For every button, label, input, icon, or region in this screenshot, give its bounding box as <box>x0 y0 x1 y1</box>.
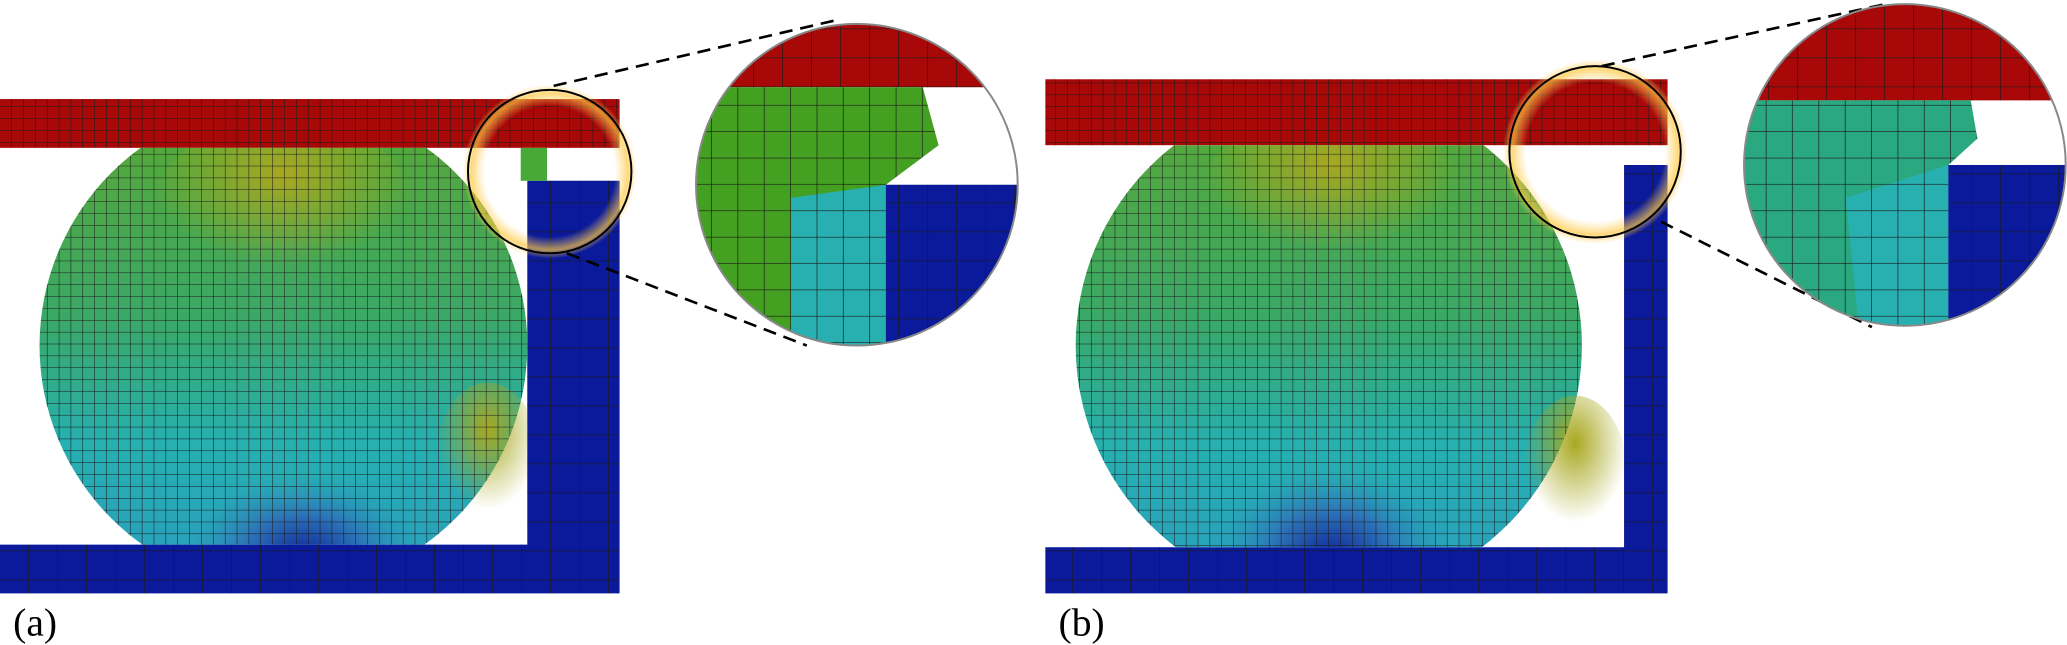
panel-b: (b) <box>1045 2 2067 645</box>
panel-label: (b) <box>1059 601 1105 645</box>
panel-label: (a) <box>13 601 57 645</box>
panel-a: (a) <box>0 18 1019 645</box>
